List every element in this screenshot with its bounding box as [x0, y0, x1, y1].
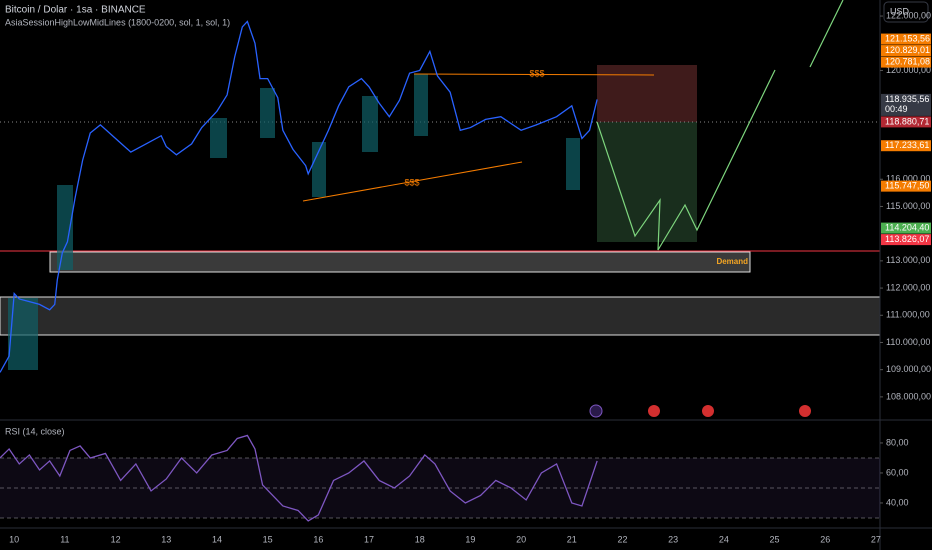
- session-box: [414, 74, 428, 136]
- projection-path: [809, 0, 844, 68]
- price-label: 120.829,01: [885, 45, 930, 55]
- x-tick-label: 10: [9, 534, 19, 544]
- price-label: 120.781,08: [885, 56, 930, 66]
- rsi-tick-label: 80,00: [886, 437, 909, 447]
- x-tick-label: 13: [161, 534, 171, 544]
- support-zone: [0, 296, 881, 336]
- indicator-name: AsiaSessionHighLowMidLines (1800-0200, s…: [5, 17, 230, 27]
- target-zone: [597, 122, 697, 242]
- x-tick-label: 25: [770, 534, 780, 544]
- y-tick-label: 109.000,00: [886, 364, 931, 374]
- price-label-box: [881, 234, 931, 246]
- x-tick-label: 24: [719, 534, 729, 544]
- price-label: 118.880,71: [885, 116, 929, 126]
- session-box: [362, 96, 378, 152]
- price-label: 115.747,50: [885, 181, 929, 191]
- x-tick-label: 18: [415, 534, 425, 544]
- price-label-box: [881, 45, 931, 57]
- x-tick-label: 14: [212, 534, 222, 544]
- y-tick-label: 120.000,00: [886, 65, 931, 75]
- session-box: [57, 185, 73, 270]
- currency[interactable]: USD: [890, 6, 910, 16]
- y-tick-label: 122.000,00: [886, 10, 931, 20]
- x-tick-label: 22: [617, 534, 627, 544]
- rsi-tick-label: 40,00: [886, 497, 909, 507]
- x-tick-label: 23: [668, 534, 678, 544]
- stop-zone: [597, 65, 697, 122]
- y-tick-label: 115.000,00: [886, 201, 930, 211]
- session-box: [210, 118, 227, 158]
- price-label-box: [881, 116, 931, 128]
- y-tick-label: 111.000,00: [886, 310, 930, 320]
- rsi-title: RSI (14, close): [5, 426, 65, 436]
- price-label-box: [881, 140, 931, 152]
- price-label: 113.826,07: [885, 234, 929, 244]
- y-tick-label: 110.000,00: [886, 337, 930, 347]
- countdown: 00:49: [885, 104, 908, 114]
- y-tick-label: 112.000,00: [886, 282, 930, 292]
- demand-zone: [49, 251, 751, 273]
- symbol-title: Bitcoin / Dolar · 1sa · BINANCE: [5, 5, 146, 16]
- x-tick-label: 16: [313, 534, 323, 544]
- session-box: [566, 138, 580, 190]
- event-icon[interactable]: [589, 404, 603, 418]
- session-box: [260, 88, 275, 138]
- price-label-box: [881, 93, 931, 116]
- liquidity-line: [413, 73, 655, 76]
- x-tick-label: 21: [567, 534, 577, 544]
- rsi-band: [0, 457, 880, 518]
- y-tick-label: 108.000,00: [886, 391, 931, 401]
- rsi-line: [0, 434, 598, 522]
- x-tick-label: 19: [465, 534, 475, 544]
- price-label: 117.233,61: [885, 140, 929, 150]
- x-tick-label: 20: [516, 534, 526, 544]
- event-icon[interactable]: [799, 405, 811, 417]
- event-icon[interactable]: [648, 405, 660, 417]
- demand-label: Demand: [716, 257, 748, 266]
- price-line: [0, 20, 598, 373]
- rsi-tick-label: 60,00: [886, 467, 909, 477]
- price-label: 114.204,40: [885, 222, 929, 232]
- x-tick-label: 27: [871, 534, 881, 544]
- session-box: [312, 142, 326, 197]
- price-label-box: [881, 33, 931, 45]
- x-tick-label: 11: [60, 534, 69, 544]
- projection-path: [596, 69, 776, 251]
- annotation: $$$: [529, 68, 544, 78]
- x-tick-label: 15: [263, 534, 273, 544]
- price-label-box: [881, 56, 931, 68]
- x-tick-label: 17: [364, 534, 374, 544]
- x-tick-label: 26: [820, 534, 830, 544]
- price-label-box: [881, 222, 931, 234]
- annotation: $$$: [404, 177, 419, 187]
- currency-button[interactable]: [883, 1, 929, 23]
- x-tick-label: 12: [111, 534, 121, 544]
- price-label: 118.935,56: [885, 94, 929, 104]
- y-tick-label: 113.000,00: [886, 255, 930, 265]
- liquidity-line: [302, 161, 523, 202]
- y-tick-label: 116.000,00: [886, 174, 930, 184]
- price-label: 121.153,56: [885, 33, 930, 43]
- price-label-box: [881, 180, 931, 192]
- event-icon[interactable]: [702, 405, 714, 417]
